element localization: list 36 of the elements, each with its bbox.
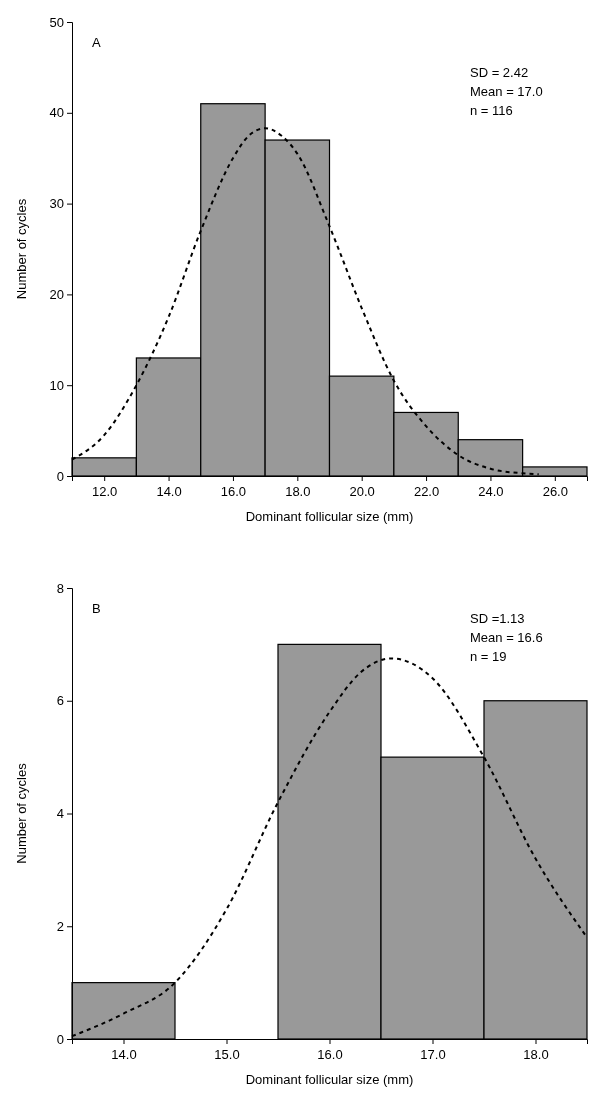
y-axis-title: Number of cycles [14,762,29,864]
y-tick-label: 8 [56,580,64,596]
x-tick-label: 18.0 [523,1046,549,1062]
y-tick-label: 6 [56,693,64,709]
x-axis-title: Dominant follicular size (mm) [245,509,414,524]
annotation: Mean = 17.0 [470,84,543,99]
y-axis-title: Number of cycles [14,198,29,300]
annotation: SD =1.13 [470,611,525,626]
annotation: B [92,601,101,616]
x-tick-label: 20.0 [349,483,375,499]
y-tick-label: 0 [56,1031,64,1047]
annotation: n = 19 [470,649,507,664]
y-tick-label: 40 [49,105,64,121]
y-tick-label: 30 [49,196,64,212]
annotation: n = 116 [470,103,513,118]
y-tick-label: 50 [49,14,64,30]
x-tick-label: 14.0 [111,1046,137,1062]
y-tick-label: 4 [56,806,64,822]
annotation: SD = 2.42 [470,65,529,80]
annotation: A [92,35,101,50]
x-tick-label: 22.0 [413,483,440,499]
x-tick-label: 24.0 [478,483,504,499]
y-tick-label: 2 [56,918,64,934]
y-tick-label: 10 [49,377,64,393]
annotation: Mean = 16.6 [470,630,543,645]
x-tick-label: 16.0 [220,483,247,499]
x-axis-title: Dominant follicular size (mm) [245,1072,414,1087]
x-tick-label: 16.0 [317,1046,343,1062]
y-tick-label: 0 [56,468,64,484]
x-tick-label: 18.0 [285,483,311,499]
x-tick-label: 17.0 [420,1046,446,1062]
y-tick-label: 20 [49,287,64,303]
x-tick-label: 15.0 [214,1046,240,1062]
x-tick-label: 26.0 [542,483,568,499]
x-tick-label: 12.0 [92,483,118,499]
x-tick-label: 14.0 [156,483,182,499]
